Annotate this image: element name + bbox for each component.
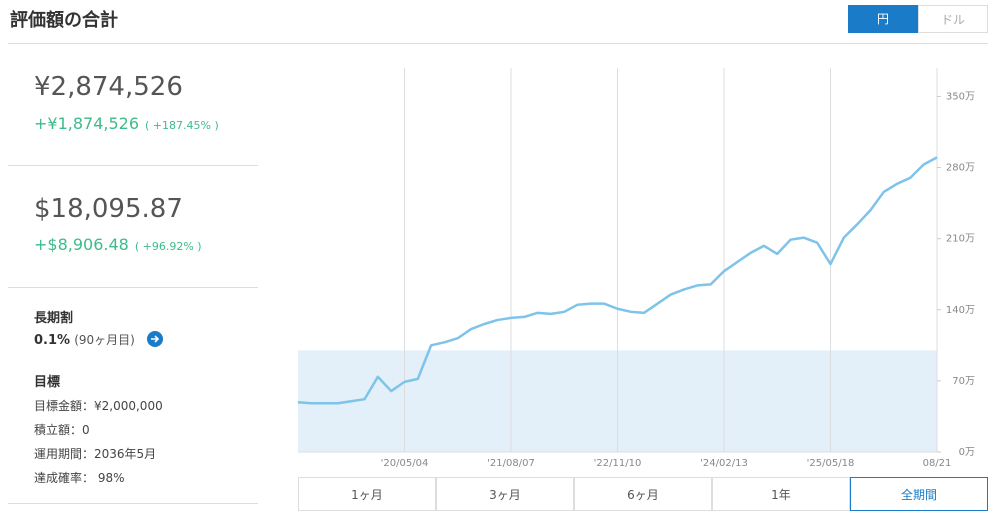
x-tick-label: '20/05/04	[381, 458, 429, 469]
x-tick-label: '21/08/07	[487, 458, 535, 469]
discount-title: 長期割	[34, 311, 74, 326]
y-tick-label: 350万	[946, 91, 975, 102]
rate: 0.1%	[34, 333, 71, 348]
x-tick-label: '25/05/18	[807, 458, 855, 469]
divider	[8, 43, 988, 44]
toggle-yen[interactable]: 円	[848, 5, 918, 33]
chart: '20/05/04 '21/08/07 '22/11/10 '24/02/13 '25/…	[297, 68, 975, 469]
x-tick-label: '22/11/10	[594, 458, 642, 469]
discount-rate: 0.1% (90ヶ月目)	[34, 331, 135, 348]
goal-line: 達成確率： 98%	[34, 471, 125, 485]
y-tick-label: 210万	[946, 234, 975, 245]
total-jpy: ¥2,874,526	[34, 72, 183, 102]
y-tick-label: 280万	[946, 163, 975, 174]
toggle-dollar[interactable]: ドル	[918, 5, 988, 33]
divider	[8, 503, 258, 504]
gain-pct: ( +187.45% )	[145, 119, 219, 132]
total-usd: $18,095.87	[34, 194, 183, 224]
goal-line: 積立額：0	[34, 423, 90, 437]
x-tick-label: '24/02/13	[700, 458, 748, 469]
gain-pct: ( +96.92% )	[134, 240, 202, 253]
goal-line: 目標金額：¥2,000,000	[34, 399, 163, 413]
y-tick-label: 70万	[952, 376, 975, 387]
period-button[interactable]: 3ヶ月	[436, 477, 574, 511]
y-tick-label: 140万	[946, 305, 975, 316]
goal-line: 運用期間：2036年5月	[34, 447, 157, 461]
period-button[interactable]: 全期間	[850, 477, 988, 511]
gain-value: +$8,906.48	[34, 235, 129, 254]
gain-jpy: +¥1,874,526 ( +187.45% )	[34, 114, 219, 133]
period-button[interactable]: 1ヶ月	[298, 477, 436, 511]
page-title: 評価額の合計	[10, 10, 118, 31]
goal-title: 目標	[34, 375, 61, 390]
divider	[8, 165, 258, 166]
period-button[interactable]: 6ヶ月	[574, 477, 712, 511]
x-tick-label: 08/21	[923, 458, 952, 469]
period-button[interactable]: 1年	[712, 477, 850, 511]
divider	[8, 287, 258, 288]
gain-usd: +$8,906.48 ( +96.92% )	[34, 235, 202, 254]
value-line	[297, 156, 938, 405]
y-tick-label: 0万	[959, 447, 975, 458]
info-arrow[interactable]	[147, 331, 163, 347]
gain-value: +¥1,874,526	[34, 114, 140, 133]
months: (90ヶ月目)	[74, 333, 135, 347]
